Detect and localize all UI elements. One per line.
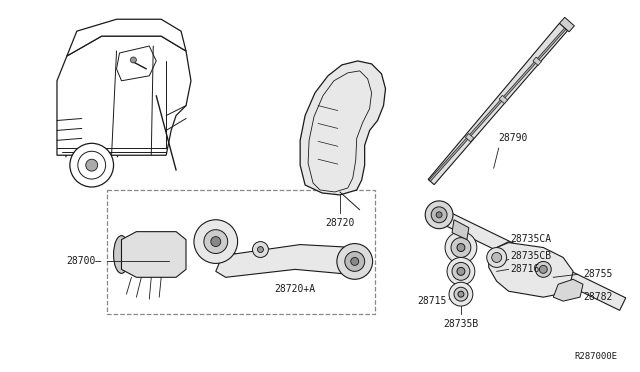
Circle shape — [445, 232, 477, 263]
Circle shape — [131, 57, 136, 63]
Polygon shape — [452, 220, 469, 240]
Text: 28735CB: 28735CB — [511, 251, 552, 262]
Circle shape — [351, 257, 358, 265]
Circle shape — [458, 291, 464, 297]
Circle shape — [449, 282, 473, 306]
Circle shape — [337, 244, 372, 279]
Circle shape — [431, 207, 447, 223]
Ellipse shape — [113, 235, 129, 273]
Circle shape — [257, 247, 264, 253]
Polygon shape — [122, 232, 186, 277]
Circle shape — [492, 253, 502, 262]
Polygon shape — [489, 243, 573, 297]
Circle shape — [457, 244, 465, 251]
Text: 28720: 28720 — [325, 218, 355, 228]
Circle shape — [447, 257, 475, 285]
Circle shape — [436, 212, 442, 218]
Circle shape — [194, 220, 237, 263]
Circle shape — [540, 265, 547, 273]
Circle shape — [454, 287, 468, 301]
Polygon shape — [300, 61, 385, 195]
Circle shape — [457, 267, 465, 275]
Text: 28735B: 28735B — [444, 319, 479, 329]
Polygon shape — [216, 244, 365, 277]
Circle shape — [211, 237, 221, 247]
Text: 28735CA: 28735CA — [511, 234, 552, 244]
Text: 28755: 28755 — [583, 269, 612, 279]
Text: 28715: 28715 — [418, 296, 447, 306]
Circle shape — [425, 201, 453, 229]
Polygon shape — [57, 36, 191, 155]
Circle shape — [345, 251, 365, 271]
Polygon shape — [465, 134, 474, 142]
Polygon shape — [559, 17, 574, 32]
Polygon shape — [428, 23, 568, 185]
Circle shape — [487, 247, 507, 267]
Text: 28716: 28716 — [511, 264, 540, 275]
Polygon shape — [499, 95, 508, 104]
Text: R287000E: R287000E — [575, 352, 618, 361]
Text: 28720+A: 28720+A — [275, 284, 316, 294]
Circle shape — [70, 143, 113, 187]
Circle shape — [253, 241, 268, 257]
Circle shape — [204, 230, 228, 253]
Circle shape — [86, 159, 98, 171]
Text: 28700—: 28700— — [67, 256, 102, 266]
Text: 28782: 28782 — [583, 292, 612, 302]
Polygon shape — [67, 19, 186, 56]
Polygon shape — [533, 57, 541, 65]
Polygon shape — [553, 279, 583, 301]
Circle shape — [451, 238, 471, 257]
Polygon shape — [429, 28, 566, 182]
Polygon shape — [436, 209, 626, 310]
Text: 28790: 28790 — [499, 133, 528, 143]
Circle shape — [452, 262, 470, 280]
Circle shape — [536, 262, 551, 277]
